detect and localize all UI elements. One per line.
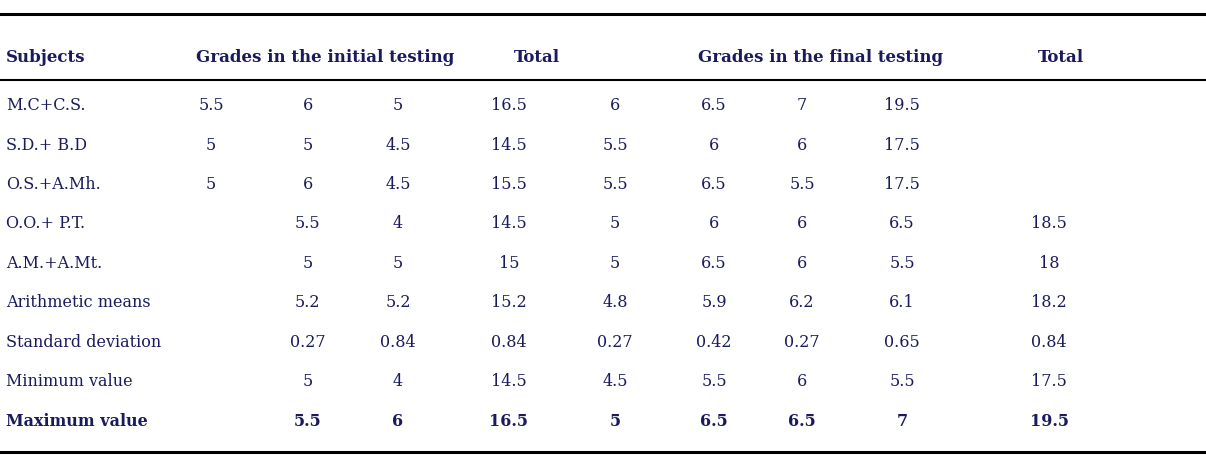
Text: 0.84: 0.84 [1031, 334, 1067, 351]
Text: 5.5: 5.5 [789, 176, 815, 193]
Text: 6.5: 6.5 [889, 215, 915, 233]
Text: 4.8: 4.8 [602, 294, 628, 312]
Text: 5: 5 [303, 373, 312, 391]
Text: 5.5: 5.5 [293, 413, 322, 430]
Text: 4.5: 4.5 [385, 136, 411, 154]
Text: 5: 5 [393, 255, 403, 272]
Text: 15: 15 [499, 255, 519, 272]
Text: Total: Total [1038, 49, 1084, 66]
Text: 6.5: 6.5 [701, 176, 727, 193]
Text: 4: 4 [393, 215, 403, 233]
Text: O.S.+A.Mh.: O.S.+A.Mh. [6, 176, 101, 193]
Text: 6: 6 [303, 97, 312, 114]
Text: 5: 5 [393, 97, 403, 114]
Text: 0.27: 0.27 [597, 334, 633, 351]
Text: 0.42: 0.42 [696, 334, 732, 351]
Text: Minimum value: Minimum value [6, 373, 133, 391]
Text: 6: 6 [709, 215, 719, 233]
Text: 6.1: 6.1 [889, 294, 915, 312]
Text: 5.9: 5.9 [701, 294, 727, 312]
Text: 0.27: 0.27 [289, 334, 326, 351]
Text: Grades in the initial testing: Grades in the initial testing [197, 49, 455, 66]
Text: 18: 18 [1040, 255, 1059, 272]
Text: 5.5: 5.5 [602, 136, 628, 154]
Text: 5.5: 5.5 [602, 176, 628, 193]
Text: 5.5: 5.5 [294, 215, 321, 233]
Text: 14.5: 14.5 [491, 136, 527, 154]
Text: S.D.+ B.D: S.D.+ B.D [6, 136, 87, 154]
Text: Standard deviation: Standard deviation [6, 334, 162, 351]
Text: 5: 5 [610, 215, 620, 233]
Text: 6: 6 [709, 136, 719, 154]
Text: 4.5: 4.5 [385, 176, 411, 193]
Text: 5: 5 [206, 176, 216, 193]
Text: Maximum value: Maximum value [6, 413, 148, 430]
Text: 18.5: 18.5 [1031, 215, 1067, 233]
Text: A.M.+A.Mt.: A.M.+A.Mt. [6, 255, 103, 272]
Text: 5.5: 5.5 [889, 255, 915, 272]
Text: 6: 6 [797, 215, 807, 233]
Text: 15.2: 15.2 [491, 294, 527, 312]
Text: 17.5: 17.5 [884, 176, 920, 193]
Text: 0.84: 0.84 [380, 334, 416, 351]
Text: O.O.+ P.T.: O.O.+ P.T. [6, 215, 86, 233]
Text: 0.65: 0.65 [884, 334, 920, 351]
Text: 6: 6 [797, 373, 807, 391]
Text: 5: 5 [206, 136, 216, 154]
Text: 18.2: 18.2 [1031, 294, 1067, 312]
Text: Arithmetic means: Arithmetic means [6, 294, 151, 312]
Text: Subjects: Subjects [6, 49, 86, 66]
Text: 17.5: 17.5 [1031, 373, 1067, 391]
Text: Total: Total [514, 49, 560, 66]
Text: 5.5: 5.5 [889, 373, 915, 391]
Text: 14.5: 14.5 [491, 215, 527, 233]
Text: 0.84: 0.84 [491, 334, 527, 351]
Text: 5: 5 [610, 255, 620, 272]
Text: 7: 7 [896, 413, 908, 430]
Text: M.C+C.S.: M.C+C.S. [6, 97, 86, 114]
Text: 7: 7 [797, 97, 807, 114]
Text: 4: 4 [393, 373, 403, 391]
Text: 5.5: 5.5 [198, 97, 224, 114]
Text: 19.5: 19.5 [884, 97, 920, 114]
Text: 6.5: 6.5 [701, 255, 727, 272]
Text: 6.5: 6.5 [701, 97, 727, 114]
Text: 4.5: 4.5 [602, 373, 628, 391]
Text: 6: 6 [797, 136, 807, 154]
Text: 6.5: 6.5 [788, 413, 816, 430]
Text: 16.5: 16.5 [490, 413, 528, 430]
Text: 19.5: 19.5 [1030, 413, 1069, 430]
Text: Grades in the final testing: Grades in the final testing [697, 49, 943, 66]
Text: 5: 5 [609, 413, 621, 430]
Text: 5.5: 5.5 [701, 373, 727, 391]
Text: 6.2: 6.2 [789, 294, 815, 312]
Text: 6.5: 6.5 [699, 413, 728, 430]
Text: 6: 6 [610, 97, 620, 114]
Text: 5.2: 5.2 [385, 294, 411, 312]
Text: 5.2: 5.2 [294, 294, 321, 312]
Text: 14.5: 14.5 [491, 373, 527, 391]
Text: 6: 6 [797, 255, 807, 272]
Text: 16.5: 16.5 [491, 97, 527, 114]
Text: 5: 5 [303, 255, 312, 272]
Text: 6: 6 [303, 176, 312, 193]
Text: 15.5: 15.5 [491, 176, 527, 193]
Text: 5: 5 [303, 136, 312, 154]
Text: 17.5: 17.5 [884, 136, 920, 154]
Text: 6: 6 [392, 413, 404, 430]
Text: 0.27: 0.27 [784, 334, 820, 351]
